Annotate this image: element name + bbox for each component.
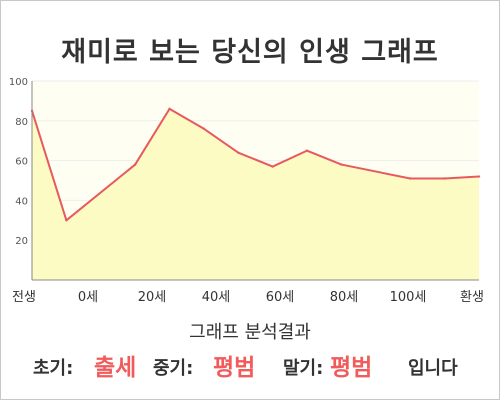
x-tick-label: 80세 <box>330 290 359 305</box>
y-tick-label: 60 <box>15 157 28 168</box>
data-point <box>133 163 137 166</box>
x-tick-label: 40세 <box>202 290 231 305</box>
data-point <box>443 177 446 180</box>
x-tick-label: 0세 <box>78 290 98 305</box>
x-tick-label: 환생 <box>460 290 484 305</box>
data-point <box>340 163 343 166</box>
analysis-title: 그래프 분석결과 <box>189 322 311 343</box>
page-title: 재미로 보는 당신의 인생 그래프 <box>61 37 439 68</box>
data-point <box>65 219 68 222</box>
y-tick-label: 40 <box>15 196 28 207</box>
y-tick-label: 80 <box>15 117 28 128</box>
mid-value: 평범 <box>213 355 256 381</box>
data-point <box>168 107 171 111</box>
data-point <box>271 165 274 168</box>
data-point <box>477 175 481 178</box>
series-line <box>31 107 480 222</box>
x-tick-label: 20세 <box>138 290 167 305</box>
analysis-verdict: 초기: 출세 중기: 평범 말기: 평범 입니다 <box>0 344 500 384</box>
y-tick-label: 100 <box>9 77 28 88</box>
data-point <box>409 177 412 180</box>
late-label: 말기: <box>283 358 324 379</box>
x-tick-label: 전생 <box>12 290 36 305</box>
data-point <box>202 127 206 130</box>
data-point <box>305 149 309 152</box>
x-tick-label: 100세 <box>390 290 427 305</box>
early-label: 초기: <box>33 358 74 379</box>
y-tick-label: 20 <box>15 236 28 247</box>
early-value: 출세 <box>94 355 137 381</box>
mid-label: 중기: <box>153 358 194 379</box>
data-point <box>237 151 240 154</box>
x-tick-label: 60세 <box>266 290 295 305</box>
late-value: 평범 <box>330 355 373 381</box>
verdict-ending: 입니다 <box>408 358 458 379</box>
